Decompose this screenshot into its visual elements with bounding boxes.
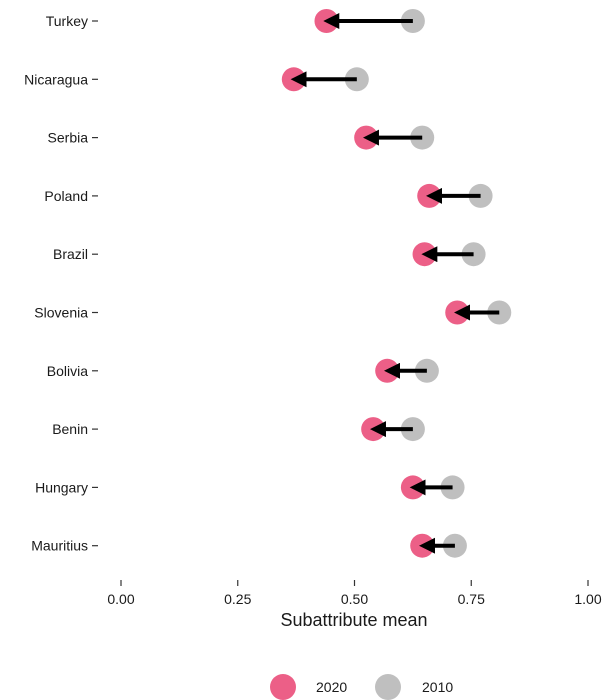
legend-swatch-2020 bbox=[270, 674, 296, 700]
x-tick-label-0-50: 0.50 bbox=[341, 591, 368, 607]
x-axis: 0.00 0.25 0.50 0.75 1.00 bbox=[107, 580, 602, 607]
y-tick-label-mauritius: Mauritius bbox=[31, 538, 88, 554]
legend: 2020 2010 bbox=[270, 674, 453, 700]
legend-swatch-2010 bbox=[375, 674, 401, 700]
legend-label-2010: 2010 bbox=[422, 679, 453, 695]
x-tick-label-1-00: 1.00 bbox=[574, 591, 601, 607]
y-tick-label-turkey: Turkey bbox=[46, 13, 88, 29]
y-tick-label-nicaragua: Nicaragua bbox=[24, 71, 88, 87]
y-tick-label-poland: Poland bbox=[44, 188, 88, 204]
dumbbell-rows bbox=[281, 9, 512, 558]
y-tick-label-slovenia: Slovenia bbox=[34, 305, 88, 321]
y-tick-label-hungary: Hungary bbox=[35, 479, 88, 495]
x-axis-title: Subattribute mean bbox=[280, 610, 427, 630]
x-tick-label-0-00: 0.00 bbox=[107, 591, 134, 607]
y-tick-label-bolivia: Bolivia bbox=[47, 363, 88, 379]
y-tick-label-serbia: Serbia bbox=[48, 130, 89, 146]
x-tick-label-0-25: 0.25 bbox=[224, 591, 251, 607]
legend-label-2020: 2020 bbox=[316, 679, 347, 695]
y-axis: Turkey Nicaragua Serbia Poland Brazil Sloveni… bbox=[24, 13, 98, 554]
y-tick-label-brazil: Brazil bbox=[53, 246, 88, 262]
y-tick-label-benin: Benin bbox=[52, 421, 88, 437]
x-tick-label-0-75: 0.75 bbox=[458, 591, 485, 607]
